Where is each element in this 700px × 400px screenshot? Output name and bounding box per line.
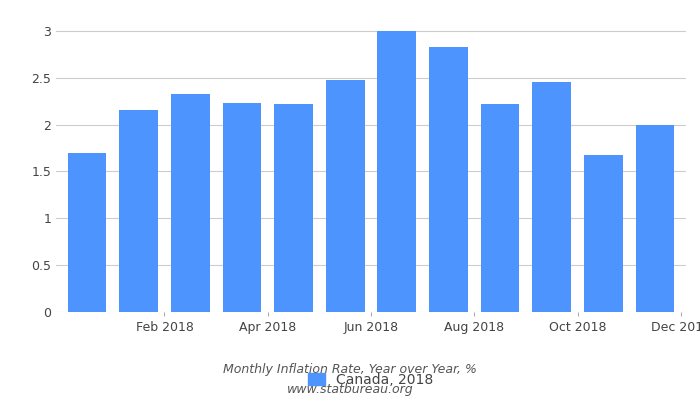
Text: Monthly Inflation Rate, Year over Year, %: Monthly Inflation Rate, Year over Year, … xyxy=(223,364,477,376)
Bar xyxy=(68,153,106,312)
Bar xyxy=(429,47,468,312)
Bar xyxy=(481,104,519,312)
Legend: Canada, 2018: Canada, 2018 xyxy=(309,373,433,387)
Bar xyxy=(533,82,571,312)
Text: www.statbureau.org: www.statbureau.org xyxy=(287,384,413,396)
Bar xyxy=(636,124,674,312)
Bar xyxy=(223,103,261,312)
Bar xyxy=(274,104,313,312)
Bar xyxy=(584,154,623,312)
Bar xyxy=(119,110,158,312)
Bar xyxy=(326,80,365,312)
Bar xyxy=(171,94,209,312)
Bar xyxy=(377,31,416,312)
